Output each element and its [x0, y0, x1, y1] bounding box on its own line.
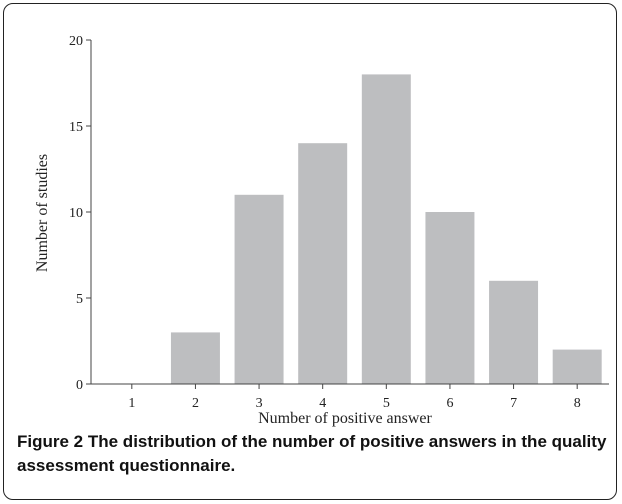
x-tick-label: 3 [256, 396, 263, 411]
bar-chart: 0 5 10 15 20 1 2 3 4 5 6 7 8 Number of studies Numb… [34, 34, 609, 427]
y-ticks-group: 0 5 10 15 20 [69, 34, 91, 393]
bar-2 [170, 332, 220, 384]
bar-5 [361, 74, 411, 385]
figure-caption: Figure 2 The distribution of the number … [17, 430, 612, 478]
y-tick-label: 10 [69, 206, 83, 221]
x-axis-title: Number of positive answer [258, 410, 432, 427]
x-tick-label: 6 [446, 396, 453, 411]
y-tick-label: 15 [69, 120, 83, 135]
bar-6 [425, 212, 475, 384]
x-ticks-group: 1 2 3 4 5 6 7 8 [128, 384, 581, 411]
x-tick-label: 2 [192, 396, 199, 411]
bar-8 [552, 349, 602, 384]
bar-4 [298, 143, 348, 384]
x-tick-label: 1 [128, 396, 135, 411]
x-tick-label: 7 [510, 396, 517, 411]
x-tick-label: 4 [319, 396, 326, 411]
bar-7 [489, 280, 539, 384]
y-tick-label: 5 [76, 292, 83, 307]
y-axis-title: Number of studies [34, 154, 51, 272]
bar-3 [234, 194, 284, 384]
figure-caption-text: The distribution of the number of positi… [17, 432, 607, 475]
figure-caption-label: Figure 2 [17, 432, 84, 451]
x-tick-label: 8 [574, 396, 581, 411]
bars-group [170, 74, 602, 385]
x-tick-label: 5 [383, 396, 390, 411]
y-tick-label: 0 [76, 378, 83, 393]
y-tick-label: 20 [69, 34, 83, 49]
